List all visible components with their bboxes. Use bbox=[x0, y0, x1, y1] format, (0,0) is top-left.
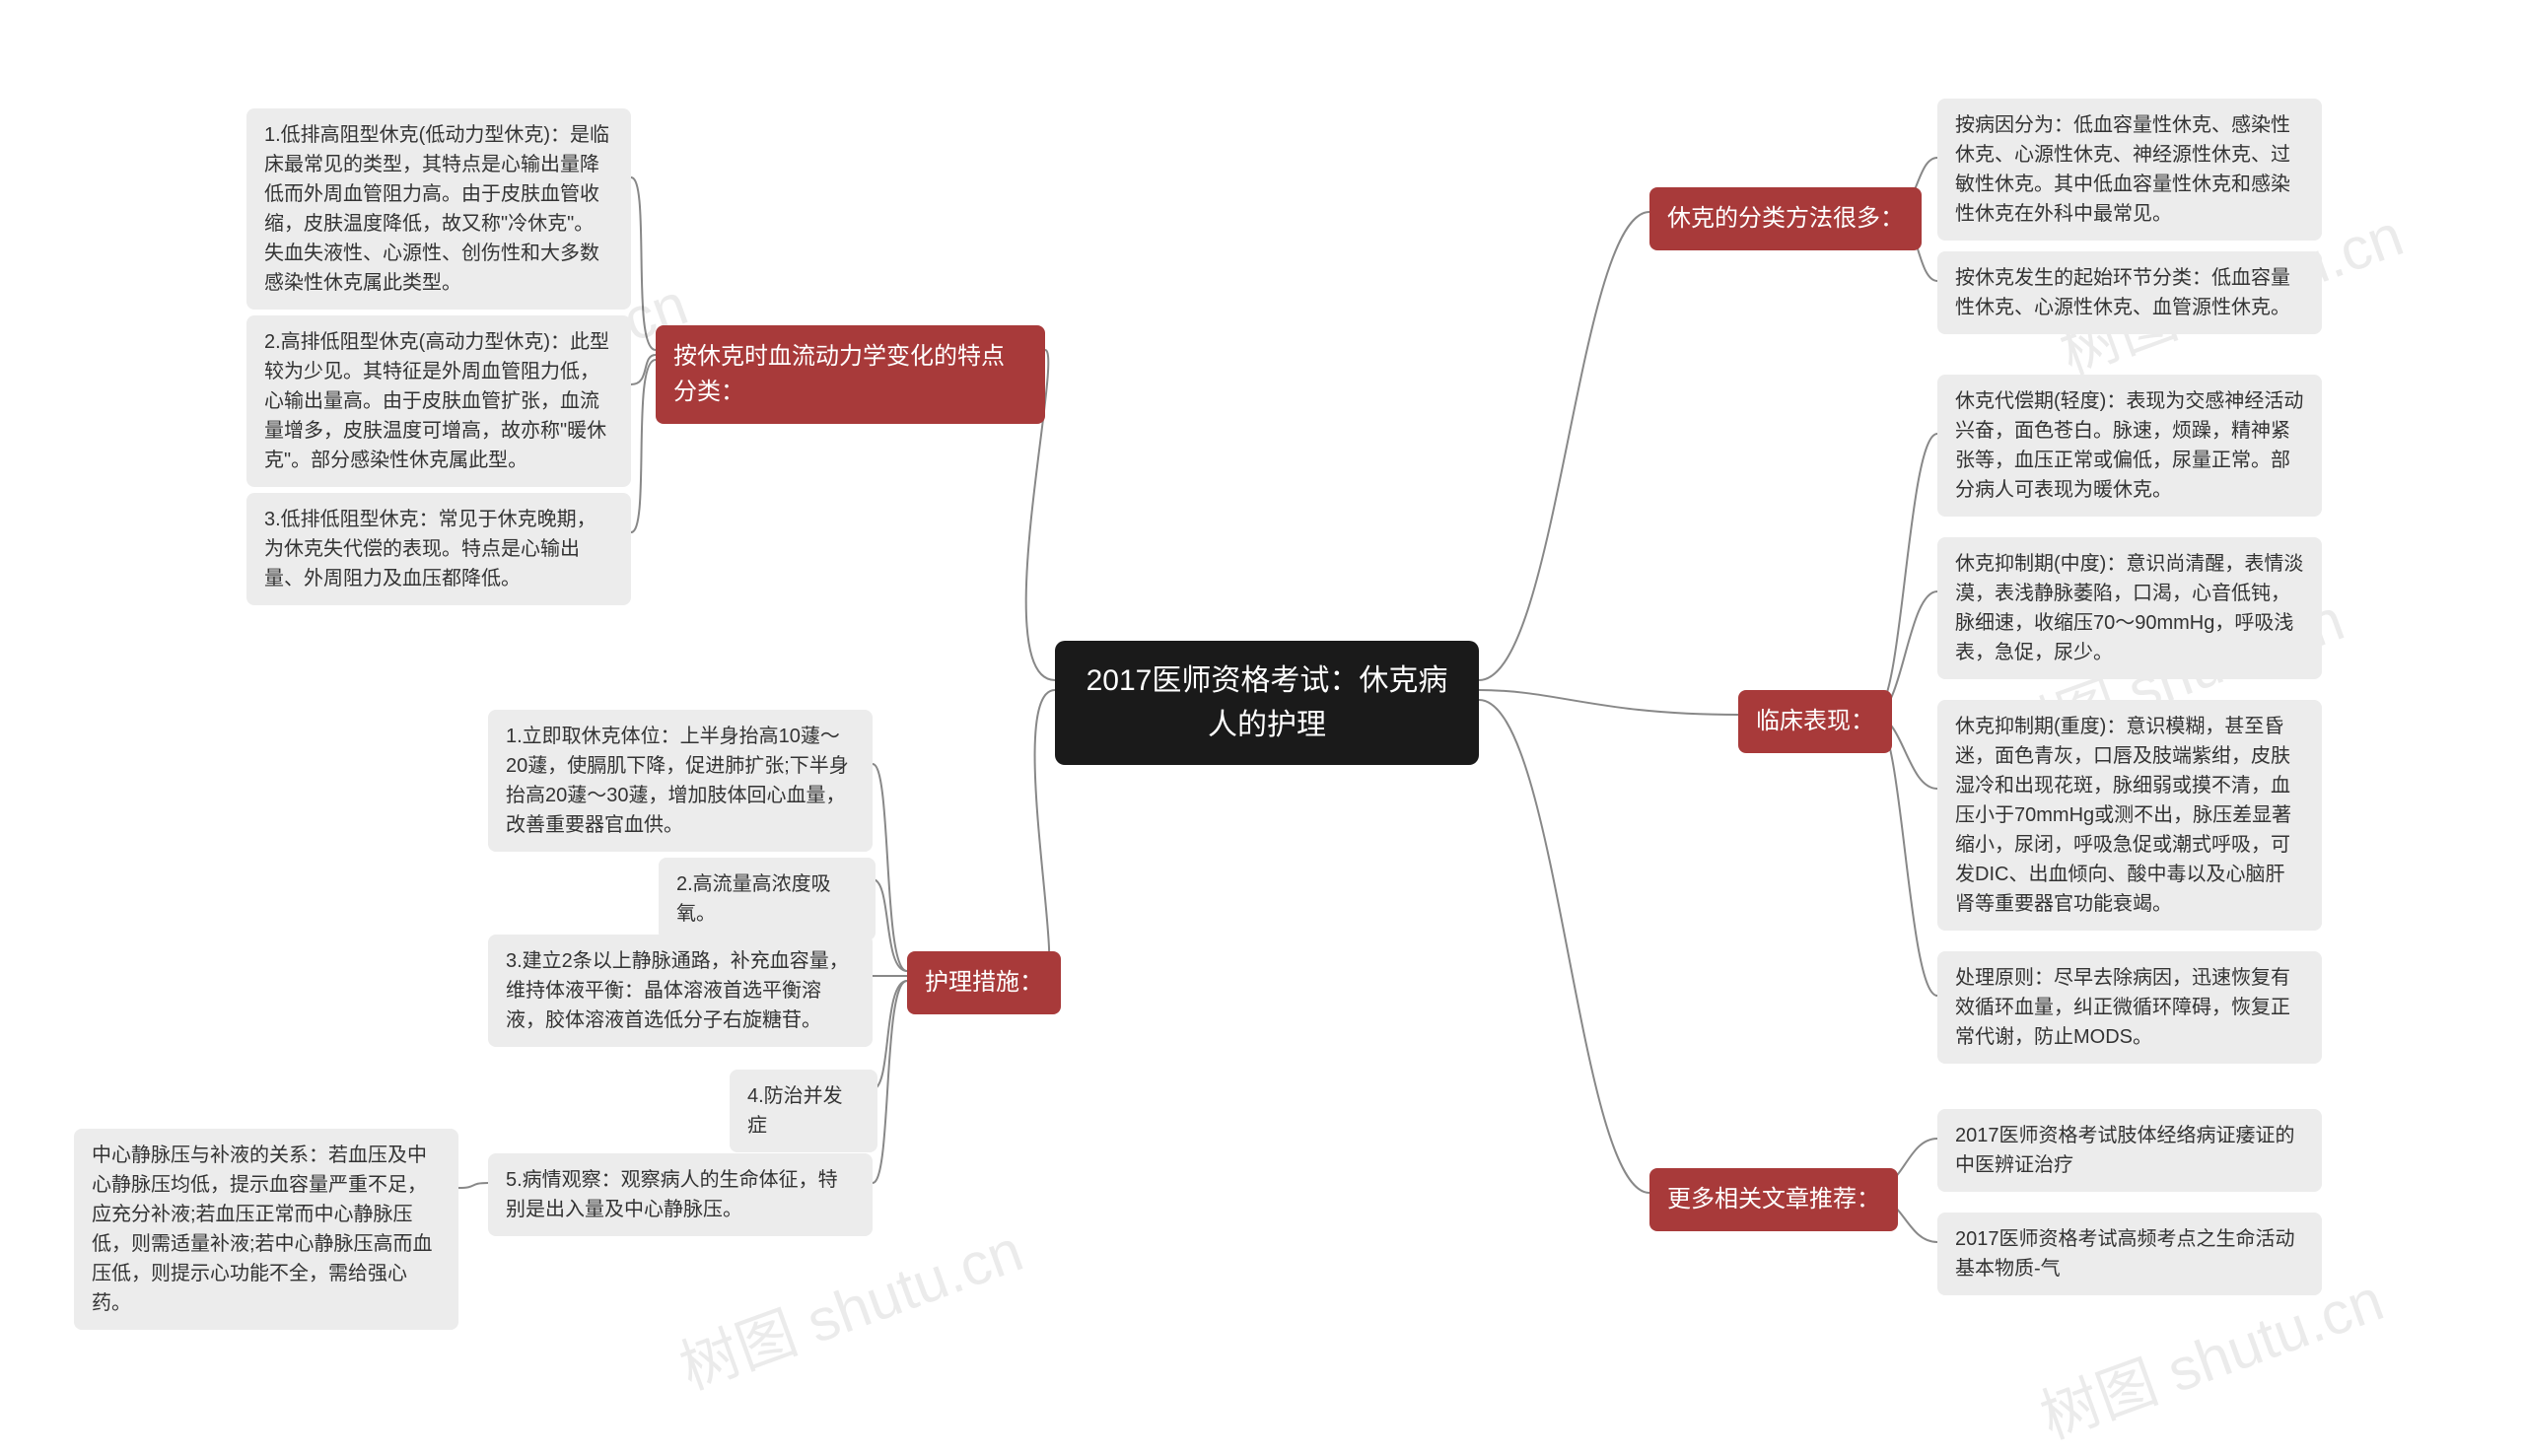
leaf[interactable]: 2017医师资格考试肢体经络病证痿证的中医辨证治疗 bbox=[1937, 1109, 2322, 1192]
leaf-text: 处理原则：尽早去除病因，迅速恢复有效循环血量，纠正微循环障碍，恢复正常代谢，防止… bbox=[1955, 967, 2290, 1048]
leaf[interactable]: 1.低排高阻型休克(低动力型休克)：是临床最常见的类型，其特点是心输出量降低而外… bbox=[246, 108, 631, 310]
branch-label: 休克的分类方法很多： bbox=[1667, 205, 1904, 232]
leaf[interactable]: 2.高流量高浓度吸氧。 bbox=[659, 858, 876, 940]
leaf-text: 2.高流量高浓度吸氧。 bbox=[676, 873, 831, 925]
leaf[interactable]: 3.建立2条以上静脉通路，补充血容量，维持体液平衡：晶体溶液首选平衡溶液，胶体溶… bbox=[488, 935, 873, 1047]
leaf[interactable]: 2.高排低阻型休克(高动力型休克)：此型较为少见。其特征是外周血管阻力低，心输出… bbox=[246, 315, 631, 487]
leaf-text: 休克代偿期(轻度)：表现为交感神经活动兴奋，面色苍白。脉速，烦躁，精神紧张等，血… bbox=[1955, 390, 2303, 501]
leaf[interactable]: 休克代偿期(轻度)：表现为交感神经活动兴奋，面色苍白。脉速，烦躁，精神紧张等，血… bbox=[1937, 375, 2322, 517]
branch-label: 更多相关文章推荐： bbox=[1667, 1186, 1880, 1213]
leaf-text: 中心静脉压与补液的关系：若血压及中心静脉压均低，提示血容量严重不足，应充分补液;… bbox=[92, 1144, 433, 1314]
leaf[interactable]: 处理原则：尽早去除病因，迅速恢复有效循环血量，纠正微循环障碍，恢复正常代谢，防止… bbox=[1937, 951, 2322, 1064]
leaf-text: 1.低排高阻型休克(低动力型休克)：是临床最常见的类型，其特点是心输出量降低而外… bbox=[264, 124, 609, 294]
root-label: 2017医师资格考试：休克病人的护理 bbox=[1087, 664, 1448, 741]
leaf[interactable]: 休克抑制期(重度)：意识模糊，甚至昏迷，面色青灰，口唇及肢端紫绀，皮肤湿冷和出现… bbox=[1937, 700, 2322, 931]
leaf-text: 5.病情观察：观察病人的生命体征，特别是出入量及中心静脉压。 bbox=[506, 1169, 838, 1220]
branch-related[interactable]: 更多相关文章推荐： bbox=[1649, 1168, 1898, 1231]
leaf[interactable]: 2017医师资格考试高频考点之生命活动基本物质-气 bbox=[1937, 1213, 2322, 1295]
leaf-text: 1.立即取休克体位：上半身抬高10蘧～20蘧，使膈肌下降，促进肺扩张;下半身抬高… bbox=[506, 726, 849, 836]
leaf[interactable]: 休克抑制期(中度)：意识尚清醒，表情淡漠，表浅静脉萎陷，口渴，心音低钝，脉细速，… bbox=[1937, 537, 2322, 679]
leaf[interactable]: 1.立即取休克体位：上半身抬高10蘧～20蘧，使膈肌下降，促进肺扩张;下半身抬高… bbox=[488, 710, 873, 852]
branch-nursing[interactable]: 护理措施： bbox=[907, 951, 1061, 1014]
leaf-text: 按病因分为：低血容量性休克、感染性休克、心源性休克、神经源性休克、过敏性休克。其… bbox=[1955, 114, 2290, 225]
branch-label: 临床表现： bbox=[1756, 708, 1874, 734]
leaf[interactable]: 4.防治并发症 bbox=[730, 1070, 877, 1152]
leaf[interactable]: 3.低排低阻型休克：常见于休克晚期，为休克失代偿的表现。特点是心输出量、外周阻力… bbox=[246, 493, 631, 605]
branch-classification[interactable]: 休克的分类方法很多： bbox=[1649, 187, 1922, 250]
leaf-text: 2017医师资格考试肢体经络病证痿证的中医辨证治疗 bbox=[1955, 1125, 2295, 1176]
leaf-text: 2017医师资格考试高频考点之生命活动基本物质-气 bbox=[1955, 1228, 2295, 1280]
leaf-text: 4.防治并发症 bbox=[747, 1085, 843, 1137]
leaf-text: 2.高排低阻型休克(高动力型休克)：此型较为少见。其特征是外周血管阻力低，心输出… bbox=[264, 331, 609, 471]
leaf-text: 3.低排低阻型休克：常见于休克晚期，为休克失代偿的表现。特点是心输出量、外周阻力… bbox=[264, 509, 596, 589]
leaf-text: 3.建立2条以上静脉通路，补充血容量，维持体液平衡：晶体溶液首选平衡溶液，胶体溶… bbox=[506, 950, 849, 1031]
leaf[interactable]: 按病因分为：低血容量性休克、感染性休克、心源性休克、神经源性休克、过敏性休克。其… bbox=[1937, 99, 2322, 241]
leaf[interactable]: 中心静脉压与补液的关系：若血压及中心静脉压均低，提示血容量严重不足，应充分补液;… bbox=[74, 1129, 458, 1330]
branch-label: 按休克时血流动力学变化的特点分类： bbox=[673, 343, 1005, 405]
branch-hemodynamic[interactable]: 按休克时血流动力学变化的特点分类： bbox=[656, 325, 1045, 424]
leaf-text: 休克抑制期(中度)：意识尚清醒，表情淡漠，表浅静脉萎陷，口渴，心音低钝，脉细速，… bbox=[1955, 553, 2303, 663]
branch-label: 护理措施： bbox=[925, 969, 1043, 996]
leaf[interactable]: 5.病情观察：观察病人的生命体征，特别是出入量及中心静脉压。 bbox=[488, 1153, 873, 1236]
leaf[interactable]: 按休克发生的起始环节分类：低血容量性休克、心源性休克、血管源性休克。 bbox=[1937, 251, 2322, 334]
leaf-text: 按休克发生的起始环节分类：低血容量性休克、心源性休克、血管源性休克。 bbox=[1955, 267, 2290, 318]
branch-clinical[interactable]: 临床表现： bbox=[1738, 690, 1892, 753]
leaf-text: 休克抑制期(重度)：意识模糊，甚至昏迷，面色青灰，口唇及肢端紫绀，皮肤湿冷和出现… bbox=[1955, 716, 2291, 915]
root-node[interactable]: 2017医师资格考试：休克病人的护理 bbox=[1055, 641, 1479, 765]
